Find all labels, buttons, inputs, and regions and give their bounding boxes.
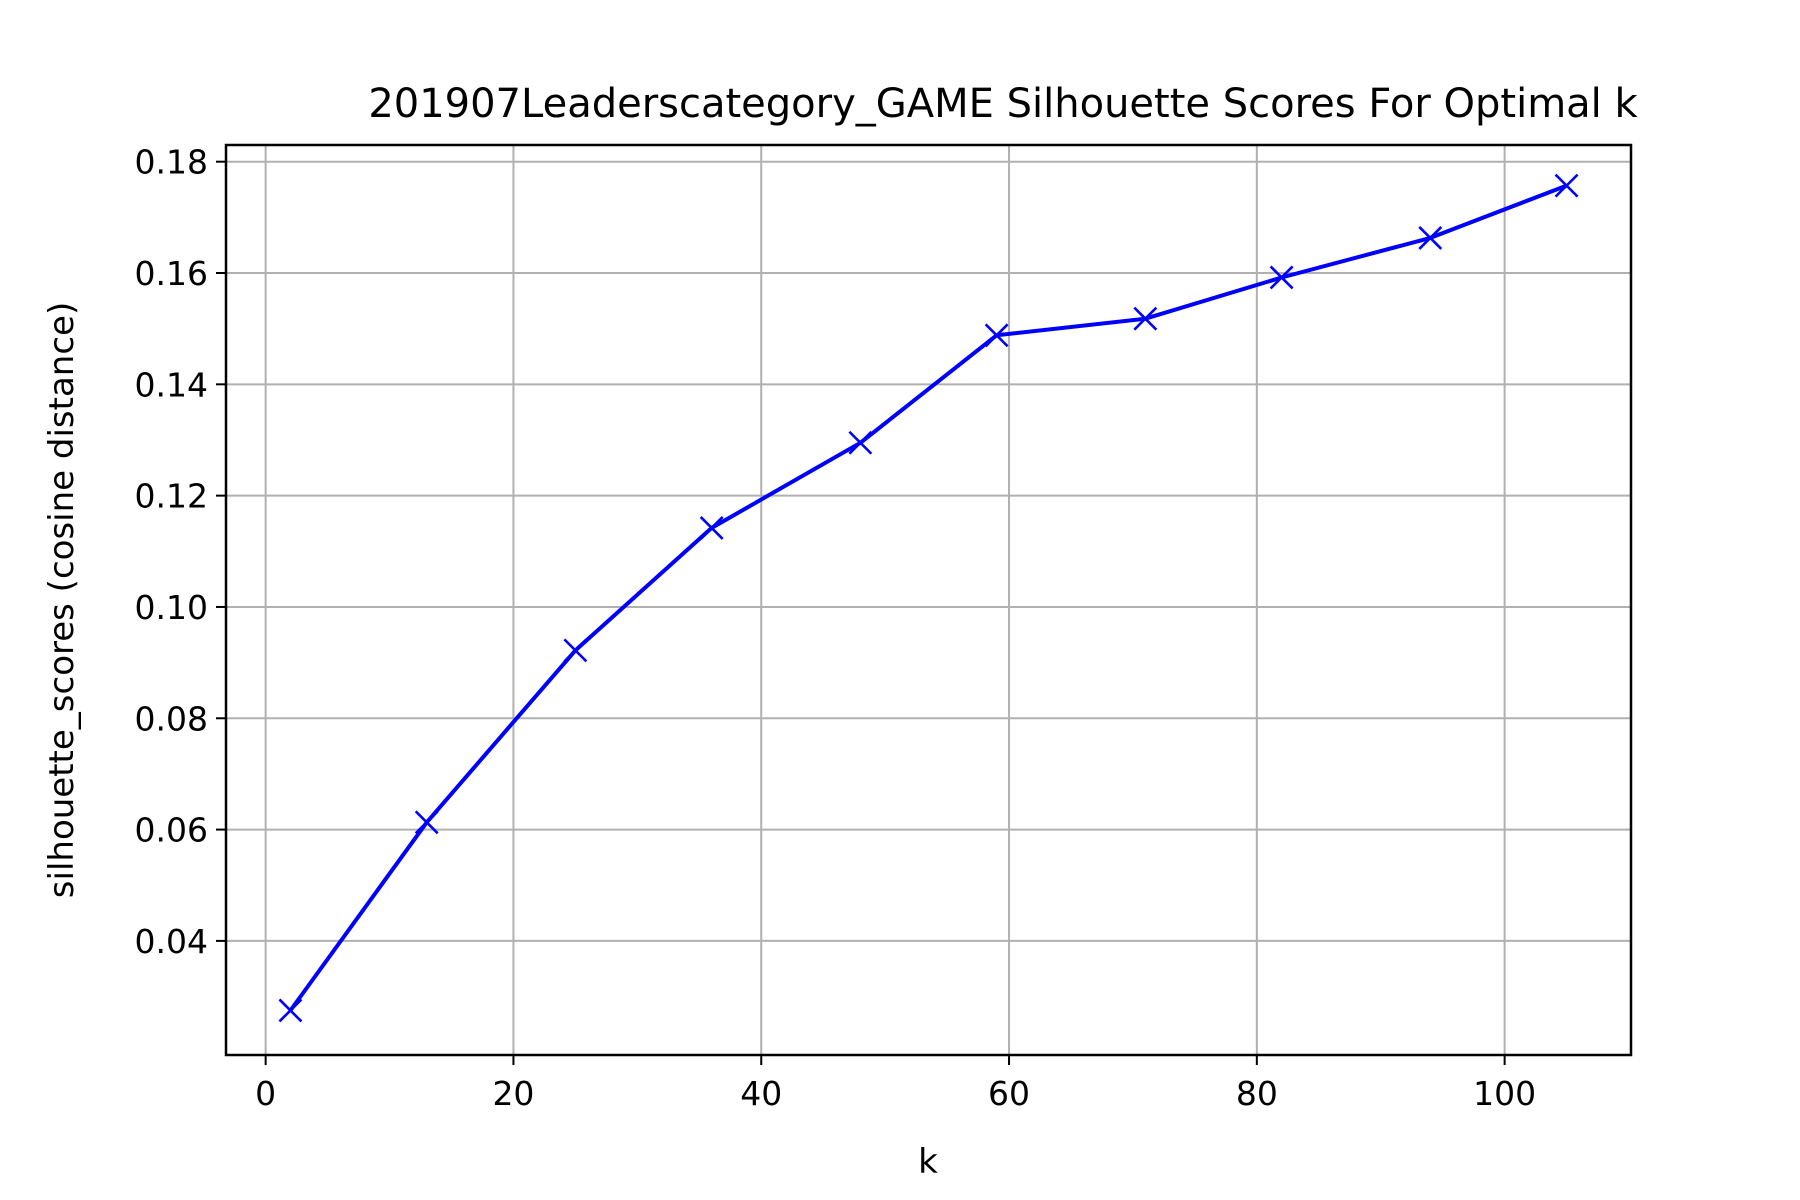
point-marker-stroke — [1554, 173, 1579, 198]
x-tick-label: 80 — [1236, 1074, 1278, 1113]
data-point — [699, 516, 724, 540]
y-axis-label: silhouette_scores (cosine distance) — [42, 302, 82, 898]
x-tick-label: 40 — [740, 1074, 782, 1113]
data-point — [1269, 265, 1294, 290]
data-point — [563, 638, 588, 663]
point-marker-stroke — [1418, 226, 1443, 250]
y-tick-label: 0.08 — [135, 699, 208, 738]
data-point — [1418, 226, 1443, 250]
plot-frame — [224, 143, 1633, 1057]
point-marker-stroke — [414, 810, 439, 835]
series-line — [288, 183, 1568, 1012]
data-point — [278, 998, 303, 1023]
x-tick-label: 20 — [492, 1074, 534, 1113]
axis-ticks: 0 20 40 60 80 100 0.04 0.06 0.08 0.10 0.12 0.14 0.16… — [135, 143, 1537, 1113]
point-marker-stroke — [699, 516, 724, 540]
y-tick-label: 0.04 — [135, 922, 208, 961]
grid — [226, 145, 1631, 1055]
data-point — [984, 323, 1009, 348]
y-tick-label: 0.14 — [135, 365, 208, 404]
point-marker-stroke — [563, 638, 588, 663]
point-marker-stroke — [848, 430, 873, 455]
y-tick-label: 0.10 — [135, 588, 208, 627]
series-layer — [278, 173, 1579, 1023]
x-tick-label: 60 — [988, 1074, 1030, 1113]
y-tick-label: 0.12 — [135, 477, 208, 516]
data-point — [848, 430, 873, 455]
x-tick-label: 0 — [255, 1074, 276, 1113]
point-marker-stroke — [1269, 265, 1294, 290]
point-marker-stroke — [278, 998, 303, 1023]
data-point — [1133, 306, 1158, 331]
x-tick-label: 100 — [1473, 1074, 1536, 1113]
data-point — [414, 810, 439, 835]
y-tick-label: 0.06 — [135, 811, 208, 850]
point-marker-stroke — [984, 323, 1009, 348]
y-tick-label: 0.18 — [135, 143, 208, 182]
chart-title: 201907Leaderscategory_GAME Silhouette Sc… — [368, 81, 1638, 127]
x-axis-label: k — [918, 1142, 938, 1182]
point-marker-stroke — [1133, 306, 1158, 331]
y-tick-label: 0.16 — [135, 254, 208, 293]
data-point — [1554, 173, 1579, 198]
